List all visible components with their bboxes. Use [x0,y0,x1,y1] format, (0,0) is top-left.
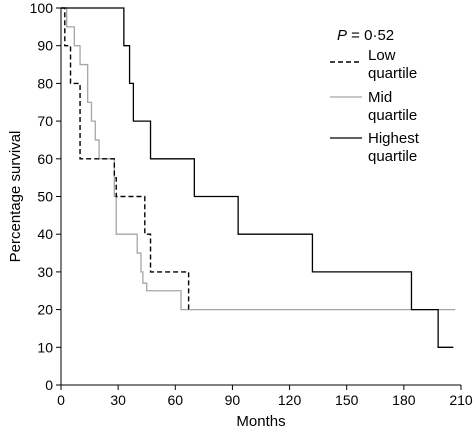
legend-label-1: Low [368,47,396,64]
p-value-text: = 0·52 [347,27,394,44]
legend-label-1-line2: quartile [368,65,417,82]
x-tick-label: 30 [110,392,126,408]
y-tick-label: 40 [37,226,53,242]
x-tick-label: 90 [225,392,241,408]
y-tick-label: 30 [37,264,53,280]
legend-label-2: Mid [368,89,392,106]
legend-label-3-line2: quartile [368,148,417,165]
x-tick-label: 60 [167,392,183,408]
p-symbol: P [337,27,347,44]
x-tick-label: 180 [392,392,416,408]
series-group [61,7,456,348]
y-tick-label: 90 [37,38,53,54]
y-tick-label: 20 [37,302,53,318]
series-line-1 [61,7,190,310]
y-tick-label: 60 [37,151,53,167]
x-axis-title: Months [236,413,285,430]
x-tick-label: 0 [57,392,65,408]
x-tick-label: 120 [278,392,302,408]
y-tick-label: 100 [30,0,54,16]
y-tick-label: 10 [37,339,53,355]
legend-label-3: Highest [368,130,420,147]
y-axis-title: Percentage survival [7,131,24,263]
y-tick-label: 80 [37,75,53,91]
series-line-3 [61,7,454,348]
legend-label-2-line2: quartile [368,107,417,124]
p-value-annotation: P = 0·52 [337,27,394,44]
x-tick-label: 210 [449,392,473,408]
y-tick-label: 0 [45,377,53,393]
y-tick-label: 70 [37,113,53,129]
x-tick-label: 150 [335,392,359,408]
axes-group: 0 30 60 90 120 150 180 210 0 10 20 30 40 50 60 70 80 90 10… [30,0,473,408]
y-tick-label: 50 [37,189,53,205]
